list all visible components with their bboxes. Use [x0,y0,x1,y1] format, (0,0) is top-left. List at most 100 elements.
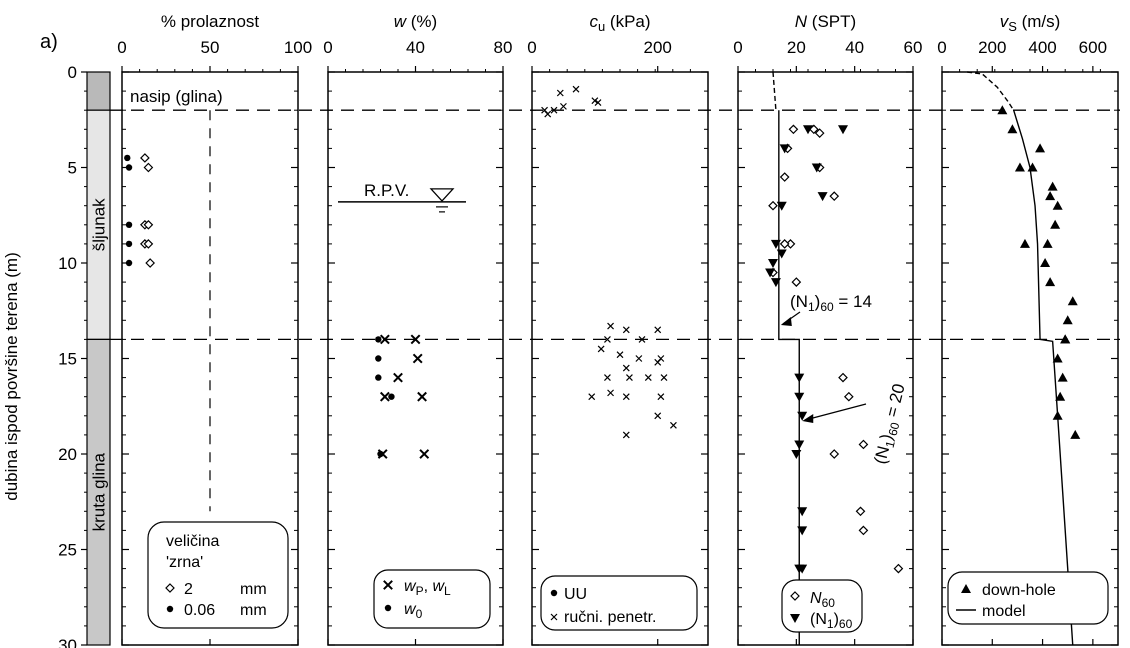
data-point [622,326,630,334]
legend-vs: down-hole model [947,571,1109,625]
legend-marker-dot [384,604,392,612]
y-tick-label-4: 20 [58,445,77,464]
legend-entry: UU [564,586,587,603]
data-point [1047,181,1058,191]
legend-marker-triangle [961,584,971,593]
data-point [791,277,802,287]
annotation-n1-14: (N1)60 = 14 [790,292,872,314]
panel-title: vS (m/s) [1000,12,1061,34]
x-tick-label: 400 [1028,38,1056,57]
legend-entry: ručni. penetr. [564,609,657,626]
legend-marker-dot [550,589,558,597]
data-point [811,163,822,173]
model-line-dashed [967,71,1015,111]
x-tick-label: 600 [1079,38,1107,57]
data-point [1035,143,1046,153]
data-point [654,412,662,420]
x-tick-label: 80 [494,38,513,57]
annotation-n1-20: (N1)60 = 20 [870,382,911,467]
data-point [670,421,677,429]
data-point [125,221,133,228]
data-point [597,345,605,353]
data-point [622,393,630,401]
stratum-label-2: kruta glina [90,452,109,531]
data-point [541,106,548,114]
data-point [858,439,869,450]
panel-title: N (SPT) [795,12,856,31]
data-point [635,355,643,362]
data-point [140,153,150,163]
legend-entry: (N1)60 [810,611,853,631]
data-point [1062,315,1073,325]
data-point [817,192,828,202]
data-point [419,449,430,459]
data-point [791,450,802,459]
x-tick-label: 0 [527,38,536,57]
y-tick-label-1: 5 [68,159,77,178]
water-table-label: R.P.V. [364,181,409,200]
legend-entry: model [982,603,1026,620]
panel-title: cu (kPa) [589,12,650,34]
data-point [125,164,133,171]
data-point [588,393,596,401]
data-point [843,391,854,402]
data-point [765,268,776,278]
data-point [794,373,805,383]
data-point [616,351,624,359]
legend-cu: UU ručni. penetr. [540,575,698,631]
panel-4: vS (m/s) 0 200 400 600 [937,12,1119,646]
data-point [770,239,781,249]
data-point [125,259,133,267]
data-point [768,259,778,268]
data-point [375,355,382,362]
panel-frame [941,71,1119,646]
data-point [125,240,133,248]
data-point [779,239,790,249]
data-point [1070,429,1081,439]
data-point [788,124,799,135]
panel-title: % prolaznost [161,12,260,31]
strata-column: šljunak kruta glina 0 5 10 15 20 25 30 [58,63,111,648]
panel-title: w (%) [394,12,437,31]
data-point [143,239,154,249]
data-point [829,191,840,201]
y-tick-label-5: 25 [58,541,77,560]
data-point [768,200,778,211]
data-point [644,374,652,382]
y-tick-label-3: 15 [58,350,77,369]
x-tick-label: 200 [978,38,1006,57]
stratum-0 [86,71,111,111]
x-tick-label: 60 [904,38,923,57]
panel-1: w (%) 0 40 80 [323,12,513,646]
legend-box [781,579,863,633]
legend-marker-triangle [790,614,800,623]
data-point [779,144,790,154]
annotation-arrowhead [802,414,814,423]
stratum-label-1: šljunak [90,198,109,251]
water-table: R.P.V. [338,181,466,213]
data-point [1014,162,1025,172]
data-point [1007,124,1018,134]
data-point [591,97,599,105]
data-point [654,358,662,366]
data-point [556,89,564,97]
x-tick-label: 20 [787,38,806,57]
legend-entry: mm [240,581,267,598]
data-point [393,372,403,383]
y-tick-label-6: 30 [58,636,77,648]
data-point [143,219,154,230]
data-point [622,364,630,372]
annotation-arrowhead [780,317,792,326]
y-axis-label: dubina ispod površine terena (m) [2,252,21,501]
spt-annotations: (N1)60 = 14 (N1)60 = 20 N60(N1)60 [780,292,911,633]
data-point [794,392,805,402]
data-point [607,389,614,397]
data-point [145,258,156,268]
water-table-symbol [429,188,455,202]
data-point [776,249,787,259]
data-point [803,125,813,135]
data-point [594,99,602,106]
data-point [1050,219,1061,229]
